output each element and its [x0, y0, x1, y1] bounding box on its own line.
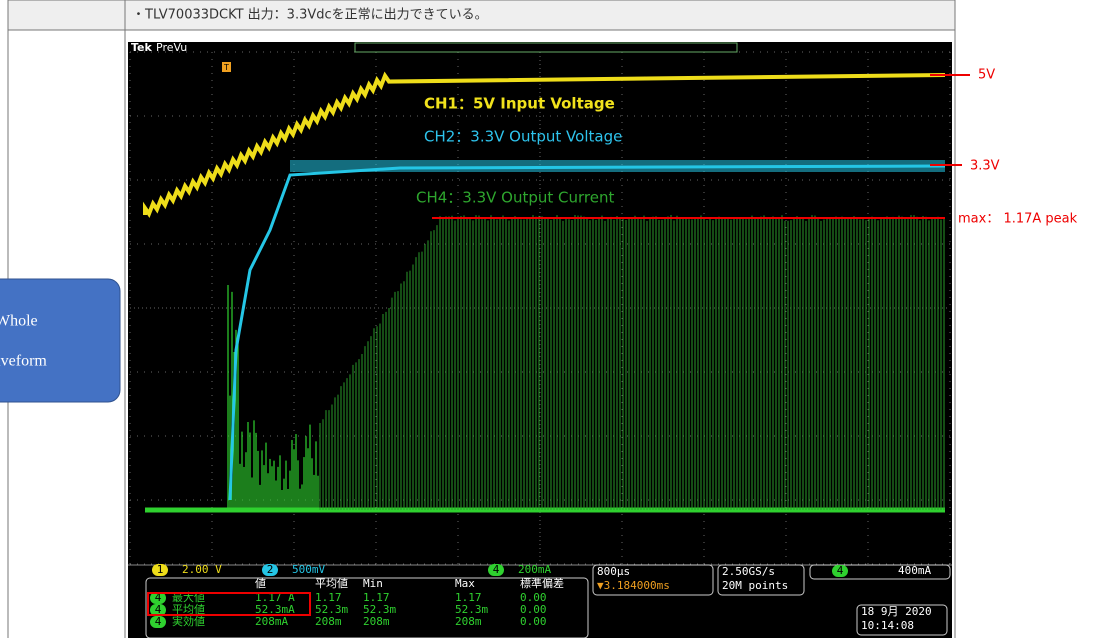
- measurement-value: 208m: [363, 615, 390, 628]
- document: ・TLV70033DCKT 出力：3.3Vdcを正常に出力できている。 Tek …: [0, 0, 1119, 638]
- sample-rate: 2.50GS/s: [722, 565, 775, 578]
- measurement-header: 値: [255, 577, 266, 590]
- measurement-value: 208m: [455, 615, 482, 628]
- page: ・TLV70033DCKT 出力：3.3Vdcを正常に出力できている。 Tek …: [0, 0, 1119, 638]
- measurement-value: 208mA: [255, 615, 288, 628]
- channel-number: 2: [267, 563, 274, 576]
- time: 10:14:08: [861, 619, 914, 632]
- measurement-header: 平均値: [315, 577, 348, 590]
- ch2-scale: 500mV: [292, 563, 325, 576]
- measurement-name: 実効値: [172, 614, 205, 628]
- annotation: 5V: [978, 68, 995, 83]
- ch1-label: CH1：5V Input Voltage: [424, 95, 615, 113]
- date: 18 9月 2020: [861, 605, 932, 618]
- measurement-header: Min: [363, 577, 383, 590]
- ch1-scale: 2.00 V: [182, 563, 222, 576]
- ch4-scale: 200mA: [518, 563, 551, 576]
- record: 20M points: [722, 579, 788, 592]
- measurement-header: 標準偏差: [520, 576, 564, 590]
- side-label: waveform: [0, 353, 47, 370]
- channel-number: 4: [837, 564, 844, 577]
- ch4-label: CH4：3.3V Output Current: [416, 189, 615, 207]
- mode: PreVu: [156, 41, 187, 54]
- measurement-value: 0.00: [520, 615, 547, 628]
- timebase: 800µs: [597, 565, 630, 578]
- trigger-marker: T: [223, 63, 229, 72]
- annotation: 3.3V: [970, 159, 1000, 174]
- measurement-value: 208m: [315, 615, 342, 628]
- annotation: max： 1.17A peak: [958, 212, 1078, 227]
- brand: Tek: [131, 41, 153, 54]
- side-label: Whole: [0, 313, 38, 330]
- header-text: ・TLV70033DCKT 出力：3.3Vdcを正常に出力できている。: [132, 8, 488, 23]
- ch2-noise: [290, 160, 945, 172]
- trigger-pos: ▼3.184000ms: [597, 579, 670, 592]
- ch2-label: CH2：3.3V Output Voltage: [424, 128, 622, 146]
- measurement-header: Max: [455, 577, 475, 590]
- side-label-box: [0, 279, 120, 402]
- channel-number: 4: [493, 563, 500, 576]
- channel-number: 1: [157, 563, 164, 576]
- trigger-level: 400mA: [898, 564, 931, 577]
- channel-number: 4: [155, 615, 162, 628]
